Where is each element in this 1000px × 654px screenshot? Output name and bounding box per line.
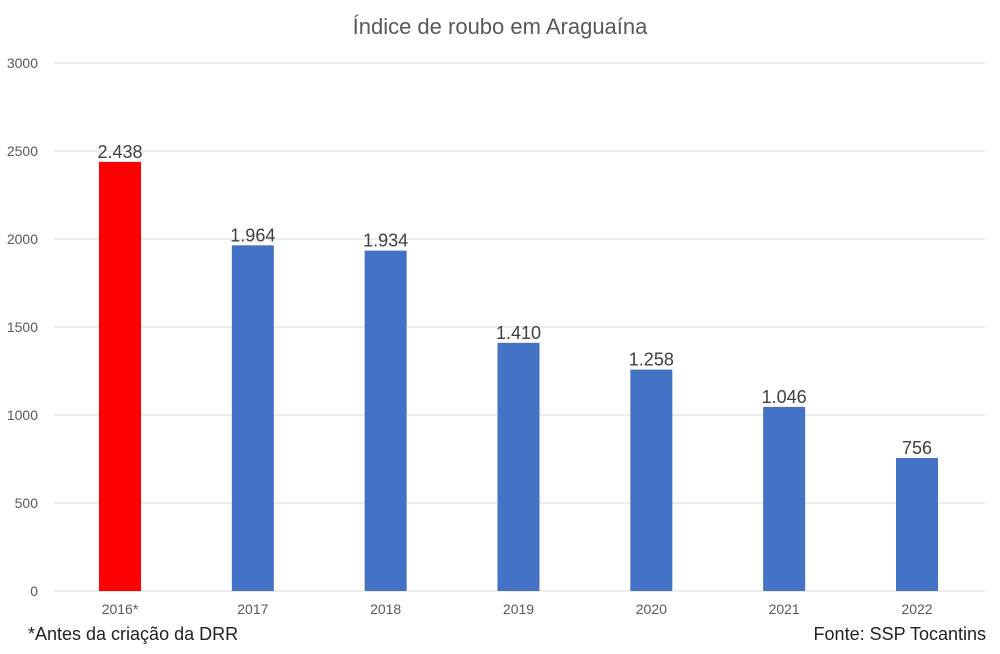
y-tick-label: 500 (15, 495, 39, 511)
bar (364, 250, 407, 591)
x-tick-label: 2019 (503, 601, 534, 617)
data-label: 1.964 (230, 225, 275, 245)
x-axis-ticks: 2016* 2017 2018 2019 2020 2021 2022 (102, 601, 933, 617)
y-tick-label: 3000 (7, 55, 38, 71)
bars (99, 161, 938, 592)
x-tick-label: 2021 (769, 601, 800, 617)
y-tick-label: 1000 (7, 407, 38, 423)
y-tick-label: 2000 (7, 231, 38, 247)
data-label: 1.934 (363, 231, 408, 251)
data-label: 756 (902, 438, 932, 458)
x-tick-label: 2020 (636, 601, 667, 617)
y-axis-ticks: 0 500 1000 1500 2000 2500 3000 (7, 55, 38, 599)
bar (99, 161, 141, 592)
bar (231, 245, 274, 591)
chart-title: Índice de roubo em Araguaína (353, 14, 649, 39)
bar (630, 369, 673, 591)
x-tick-label: 2016* (102, 601, 139, 617)
source-credit: Fonte: SSP Tocantins (813, 624, 986, 644)
data-label: 1.410 (496, 323, 541, 343)
footnote: *Antes da criação da DRR (28, 624, 239, 644)
data-label: 1.258 (629, 350, 674, 370)
bar (497, 342, 540, 591)
bar (896, 457, 938, 591)
x-tick-label: 2017 (237, 601, 268, 617)
y-tick-label: 1500 (7, 319, 38, 335)
y-tick-label: 0 (30, 583, 38, 599)
data-labels: 2.438 1.964 1.934 1.410 1.258 1.046 756 (97, 142, 932, 458)
x-tick-label: 2022 (901, 601, 932, 617)
bar (763, 406, 806, 591)
data-label: 2.438 (97, 142, 142, 162)
data-label: 1.046 (762, 387, 807, 407)
y-tick-label: 2500 (7, 143, 38, 159)
x-tick-label: 2018 (370, 601, 401, 617)
